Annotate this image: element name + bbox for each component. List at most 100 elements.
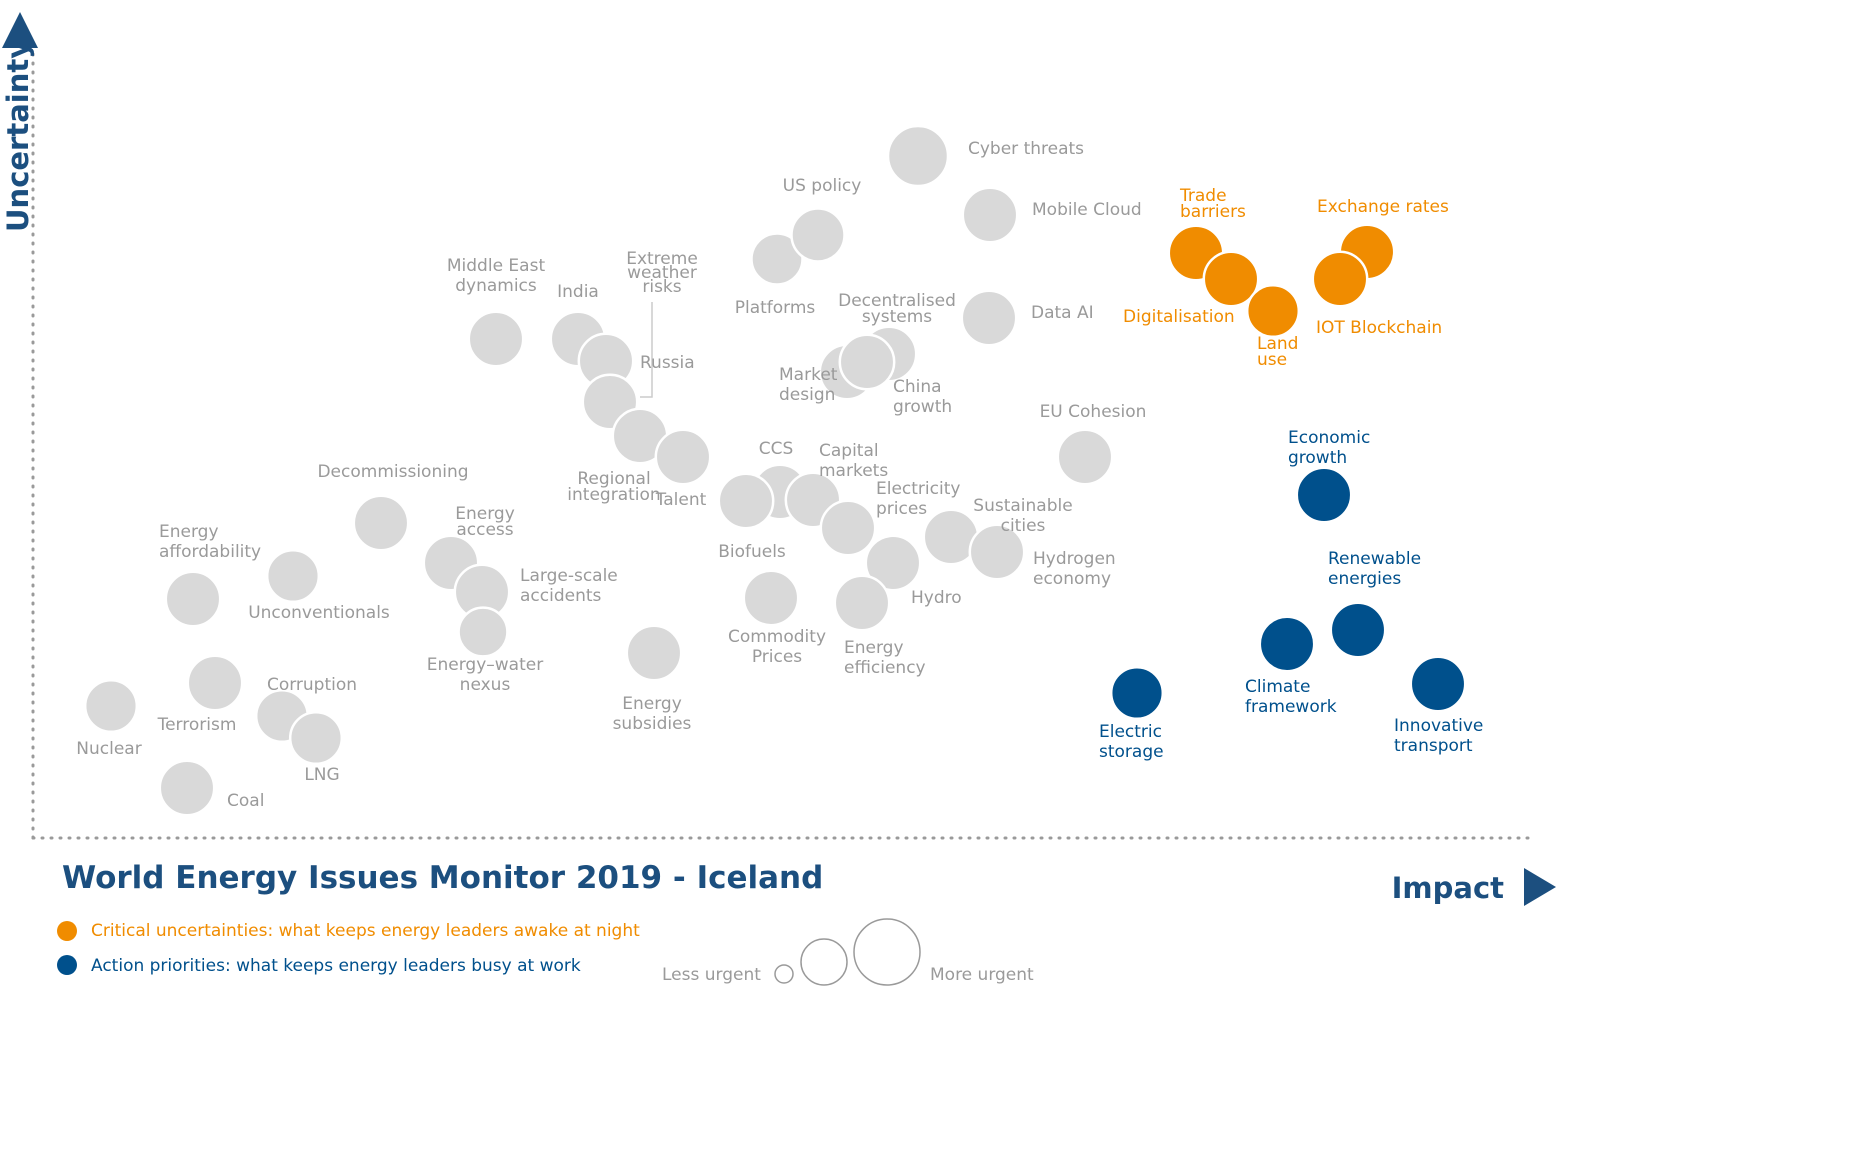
label-extreme: Extreme weather risks	[626, 249, 698, 297]
label-line-extreme-2: risks	[642, 277, 681, 297]
label-line-exchange-0: Exchange rates	[1317, 197, 1449, 217]
label-digital: Digitalisation	[1123, 307, 1235, 327]
label-line-climate-1: framework	[1245, 697, 1337, 717]
bubble-eucohesion	[1056, 428, 1114, 486]
label-line-renewable-0: Renewable	[1328, 549, 1421, 569]
label-commodity: Commodity Prices	[728, 627, 826, 667]
bubble-hydrogen	[968, 523, 1026, 581]
label-line-market-0: Market	[779, 365, 838, 385]
label-line-innovative-1: transport	[1394, 736, 1473, 756]
label-line-nuclear-0: Nuclear	[76, 739, 141, 759]
label-line-lng-0: LNG	[304, 765, 339, 785]
label-electric: Electric storage	[1099, 722, 1164, 762]
label-uspolicy: US policy	[783, 176, 862, 196]
label-line-decentral-1: systems	[862, 307, 932, 327]
label-line-mobile-0: Mobile Cloud	[1032, 200, 1142, 220]
label-landuse: Land use	[1257, 334, 1298, 370]
label-mobile: Mobile Cloud	[1032, 200, 1142, 220]
bubble-lng	[288, 710, 344, 766]
label-line-mideast-1: dynamics	[455, 276, 537, 296]
label-hydrogen: Hydrogen economy	[1033, 549, 1116, 589]
label-line-regional-0: Regional	[577, 469, 650, 489]
label-line-electric-0: Electric	[1099, 722, 1162, 742]
bubble-electric	[1109, 665, 1165, 721]
label-market: Market design	[779, 365, 838, 405]
size-legend-small-circle	[774, 964, 794, 984]
bubble-econgrowth	[1295, 466, 1353, 524]
bubble-landuse	[1245, 283, 1301, 339]
color-legend: Critical uncertainties: what keeps energ…	[57, 921, 640, 976]
label-line-russia-0: Russia	[640, 353, 695, 373]
label-line-waternexus-1: nexus	[460, 675, 511, 695]
bubble-hydro	[864, 534, 922, 592]
label-access: Energy access	[455, 504, 515, 540]
label-unconventional: Unconventionals	[248, 603, 390, 623]
extreme-weather-leader-line	[640, 302, 653, 398]
chart-title: World Energy Issues Monitor 2019 - Icela…	[62, 860, 823, 896]
label-line-india-0: India	[557, 282, 599, 302]
label-lng: LNG	[304, 765, 339, 785]
label-line-landuse-1: use	[1257, 350, 1287, 370]
label-line-commodity-1: Prices	[752, 647, 802, 667]
label-line-ccs-0: CCS	[759, 439, 794, 459]
label-line-talent-0: Talent	[655, 490, 707, 510]
label-line-efficiency-1: efficiency	[844, 658, 926, 678]
label-hydro: Hydro	[911, 588, 962, 608]
label-biofuels: Biofuels	[718, 542, 786, 562]
label-exchange: Exchange rates	[1317, 197, 1449, 217]
label-affordability: Energy affordability	[159, 522, 261, 562]
label-line-access-0: Energy	[455, 504, 515, 524]
label-line-electric-1: storage	[1099, 742, 1164, 762]
label-line-econgrowth-1: growth	[1288, 448, 1347, 468]
label-talent: Talent	[655, 490, 707, 510]
label-coal: Coal	[227, 791, 264, 811]
label-eucohesion: EU Cohesion	[1040, 402, 1147, 422]
bubble-coal	[158, 759, 216, 817]
label-line-sustcities-1: cities	[1001, 516, 1046, 536]
size-legend-less-label: Less urgent	[662, 965, 761, 985]
size-legend-more-label: More urgent	[930, 965, 1034, 985]
label-line-extreme-1: weather	[627, 263, 697, 283]
bubble-renewable	[1329, 601, 1387, 659]
bubble-uspolicy	[790, 207, 846, 263]
label-line-coal-0: Coal	[227, 791, 264, 811]
label-mideast: Middle East dynamics	[447, 256, 546, 296]
label-line-extreme-0: Extreme	[626, 249, 698, 269]
label-econgrowth: Economic growth	[1288, 428, 1370, 468]
bubble-climate	[1258, 615, 1316, 673]
label-line-unconventional-0: Unconventionals	[248, 603, 390, 623]
label-terrorism: Terrorism	[157, 715, 237, 735]
label-line-renewable-1: energies	[1328, 569, 1401, 589]
label-trade: Trade barriers	[1179, 186, 1246, 222]
label-line-access-1: access	[456, 520, 513, 540]
label-ccs: CCS	[759, 439, 794, 459]
bubble-nuclear	[83, 678, 139, 734]
label-russia: Russia	[640, 353, 695, 373]
legend-swatch-blue	[57, 955, 77, 975]
label-line-efficiency-0: Energy	[844, 638, 904, 658]
legend-swatch-orange	[57, 921, 77, 941]
label-line-landuse-0: Land	[1257, 334, 1298, 354]
label-line-waternexus-0: Energy–water	[427, 655, 543, 675]
label-line-platforms-0: Platforms	[735, 298, 816, 318]
bubble-efficiency	[833, 574, 891, 632]
bubble-subsidies	[625, 624, 683, 682]
label-line-digital-0: Digitalisation	[1123, 307, 1235, 327]
x-axis-label: Impact	[1392, 871, 1505, 905]
label-line-econgrowth-0: Economic	[1288, 428, 1370, 448]
label-line-mideast-0: Middle East	[447, 256, 546, 276]
label-line-capital-0: Capital	[819, 441, 879, 461]
label-renewable: Renewable energies	[1328, 549, 1421, 589]
label-line-hydrogen-1: economy	[1033, 569, 1111, 589]
label-line-elecprices-1: prices	[876, 499, 927, 519]
label-line-trade-1: barriers	[1180, 202, 1246, 222]
label-line-terrorism-0: Terrorism	[157, 715, 237, 735]
label-nuclear: Nuclear	[76, 739, 141, 759]
label-innovative: Innovative transport	[1394, 716, 1483, 756]
label-line-hydrogen-0: Hydrogen	[1033, 549, 1116, 569]
label-line-biofuels-0: Biofuels	[718, 542, 786, 562]
bubble-talent	[654, 428, 712, 486]
bubble-terrorism	[186, 654, 244, 712]
bubble-mobile	[961, 186, 1019, 244]
bubble-waternexus	[457, 606, 509, 658]
